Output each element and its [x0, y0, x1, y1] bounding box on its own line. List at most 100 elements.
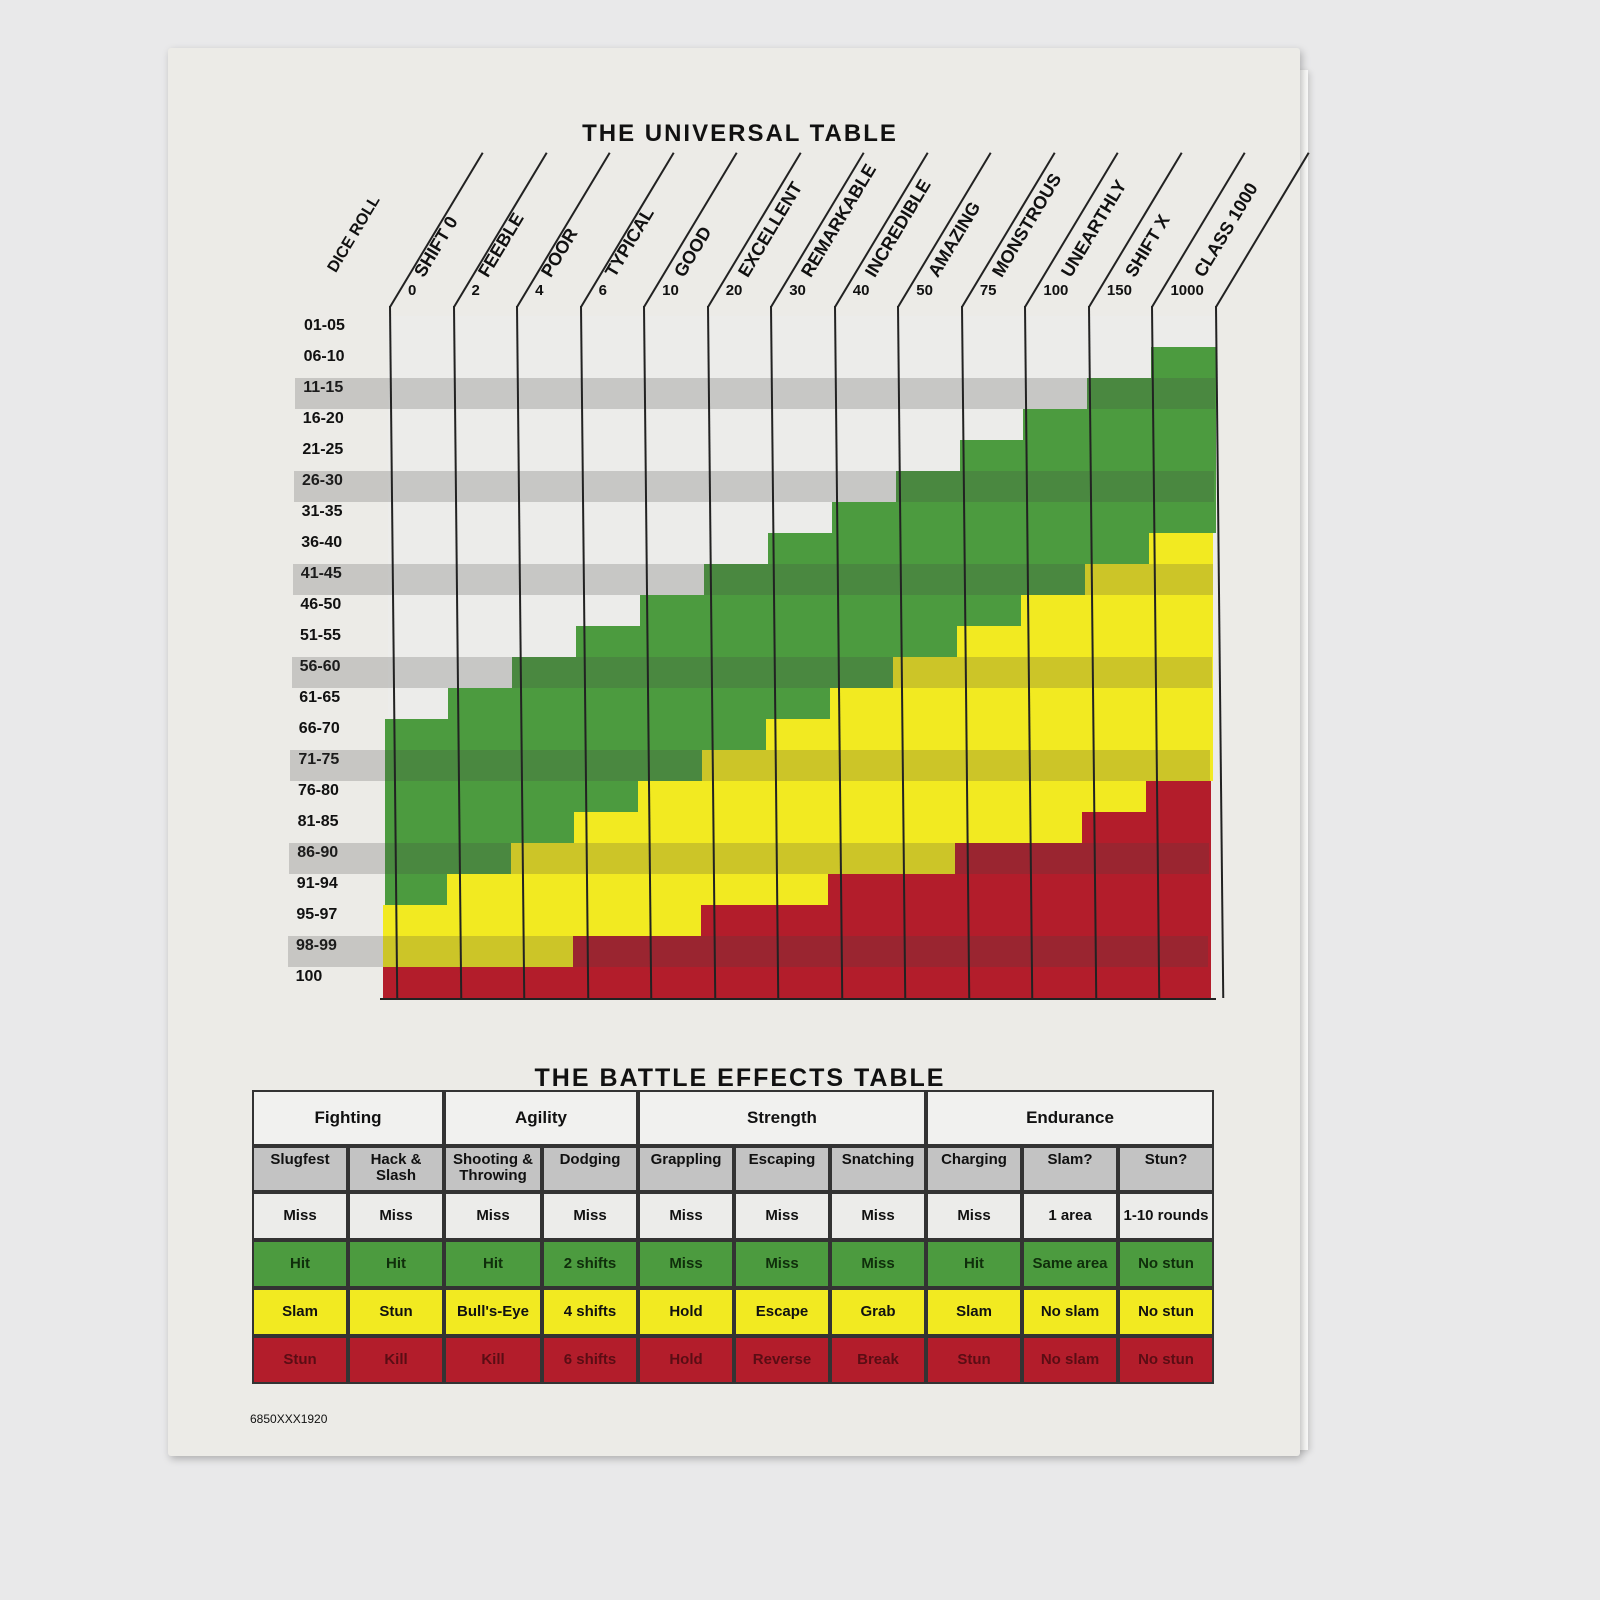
result-cell-white [961, 316, 1026, 440]
result-cell-white [451, 316, 517, 688]
column-value: 50 [916, 282, 933, 299]
result-cell-red [636, 936, 702, 998]
column-header: Escaping [734, 1146, 830, 1192]
result-cell-white [579, 316, 644, 626]
dice-roll-label: 91-94 [296, 875, 338, 892]
column-group-header: Endurance [926, 1090, 1214, 1146]
result-cell-red [700, 905, 766, 998]
column-value: 75 [979, 282, 997, 299]
column-heading: SHIFT 0 [409, 212, 462, 281]
result-cell-yellow [510, 843, 576, 967]
result-cell-yellow [446, 874, 512, 967]
dice-roll-label: 36-40 [301, 534, 343, 551]
result-cell-green [831, 502, 897, 688]
result-cell-yellow: Escape [734, 1288, 830, 1336]
column-heading: FEEBLE [473, 209, 528, 281]
result-cell-yellow [1148, 533, 1214, 781]
result-cell-white: Miss [444, 1192, 542, 1240]
result-cell-yellow: No slam [1022, 1288, 1118, 1336]
column-value: 150 [1106, 282, 1132, 299]
result-cell-red [891, 874, 956, 998]
dice-roll-label: 81-85 [297, 813, 339, 830]
dice-roll-label: 95-97 [296, 906, 338, 923]
column-header: Snatching [830, 1146, 926, 1192]
dice-roll-label: 01-05 [304, 317, 345, 334]
column-value: 0 [408, 282, 417, 299]
result-cell-yellow: Slam [252, 1288, 348, 1336]
dice-roll-label: 51-55 [300, 627, 341, 644]
grid-line [380, 998, 1216, 1000]
result-cell-green: Same area [1022, 1240, 1118, 1288]
column-value: 4 [535, 282, 544, 299]
dice-roll-label: 61-65 [299, 689, 341, 706]
column-header: Charging [926, 1146, 1022, 1192]
result-cell-yellow: 4 shifts [542, 1288, 638, 1336]
result-cell-green: 2 shifts [542, 1240, 638, 1288]
dice-roll-label: 21-25 [302, 441, 344, 458]
result-cell-white [1088, 316, 1154, 378]
result-cell-red [1018, 843, 1084, 998]
result-cell-white [770, 316, 835, 533]
dice-roll-label: 66-70 [298, 720, 340, 737]
result-cell-red: No slam [1022, 1336, 1118, 1384]
battle-effects-title: THE BATTLE EFFECTS TABLE [534, 1064, 946, 1092]
dice-roll-label: 71-75 [298, 751, 340, 768]
result-cell-white: Miss [734, 1192, 830, 1240]
column-heading: TYPICAL [600, 204, 658, 281]
column-header: Shooting & Throwing [444, 1146, 542, 1192]
column-value: 100 [1043, 282, 1069, 299]
column-value: 1000 [1170, 282, 1204, 299]
result-cell-red [573, 936, 638, 998]
dice-roll-label: 11-15 [303, 379, 344, 396]
column-header: Grappling [638, 1146, 734, 1192]
column-value: 30 [789, 282, 806, 299]
result-cell-green: Miss [734, 1240, 830, 1288]
result-cell-red: Kill [444, 1336, 542, 1384]
column-header: Slam? [1022, 1146, 1118, 1192]
dice-roll-label: 41-45 [300, 565, 342, 582]
column-group-header: Fighting [252, 1090, 444, 1146]
product-code: 6850XXX1920 [250, 1412, 328, 1426]
dice-roll-label: 98-99 [296, 937, 337, 954]
result-cell-white: 1 area [1022, 1192, 1118, 1240]
result-cell-yellow: Slam [926, 1288, 1022, 1336]
dice-roll-label: 26-30 [302, 472, 343, 489]
column-heading: CLASS 1000 [1190, 179, 1263, 281]
result-cell-green: Miss [830, 1240, 926, 1288]
dice-roll-label: 86-90 [297, 844, 339, 861]
result-cell-yellow [1021, 595, 1086, 843]
result-cell-yellow [574, 812, 640, 936]
result-cell-green [959, 440, 1025, 626]
result-cell-green: Hit [444, 1240, 542, 1288]
result-cell-red: 6 shifts [542, 1336, 638, 1384]
result-cell-red: Stun [926, 1336, 1022, 1384]
result-cell-white: 1-10 rounds [1118, 1192, 1214, 1240]
column-header: Hack & Slash [348, 1146, 444, 1192]
result-cell-white [387, 316, 453, 719]
column-heading: POOR [537, 224, 582, 281]
result-cell-green: No stun [1118, 1240, 1214, 1288]
column-value: 10 [662, 282, 679, 299]
column-group-header: Strength [638, 1090, 926, 1146]
result-cell-yellow [383, 905, 448, 967]
result-cell-red: Hold [638, 1336, 734, 1384]
result-cell-red [446, 967, 511, 998]
dice-roll-label: 46-50 [300, 596, 342, 613]
result-cell-green: Miss [638, 1240, 734, 1288]
result-cell-red [1082, 812, 1147, 998]
result-cell-red [764, 905, 829, 998]
result-cell-green: Hit [348, 1240, 444, 1288]
result-cell-red [382, 967, 448, 998]
dice-roll-label: 06-10 [303, 348, 345, 365]
result-cell-white [1025, 316, 1090, 409]
result-cell-green [640, 595, 705, 781]
result-cell-white [897, 316, 963, 471]
column-heading: MONSTROUS [987, 169, 1066, 281]
result-cell-red: Stun [252, 1336, 348, 1384]
result-cell-red [827, 874, 893, 998]
result-cell-yellow [1084, 564, 1150, 812]
result-cell-green [1151, 347, 1216, 533]
result-cell-green: Hit [252, 1240, 348, 1288]
result-cell-red: Reverse [734, 1336, 830, 1384]
result-cell-white [1152, 316, 1217, 347]
